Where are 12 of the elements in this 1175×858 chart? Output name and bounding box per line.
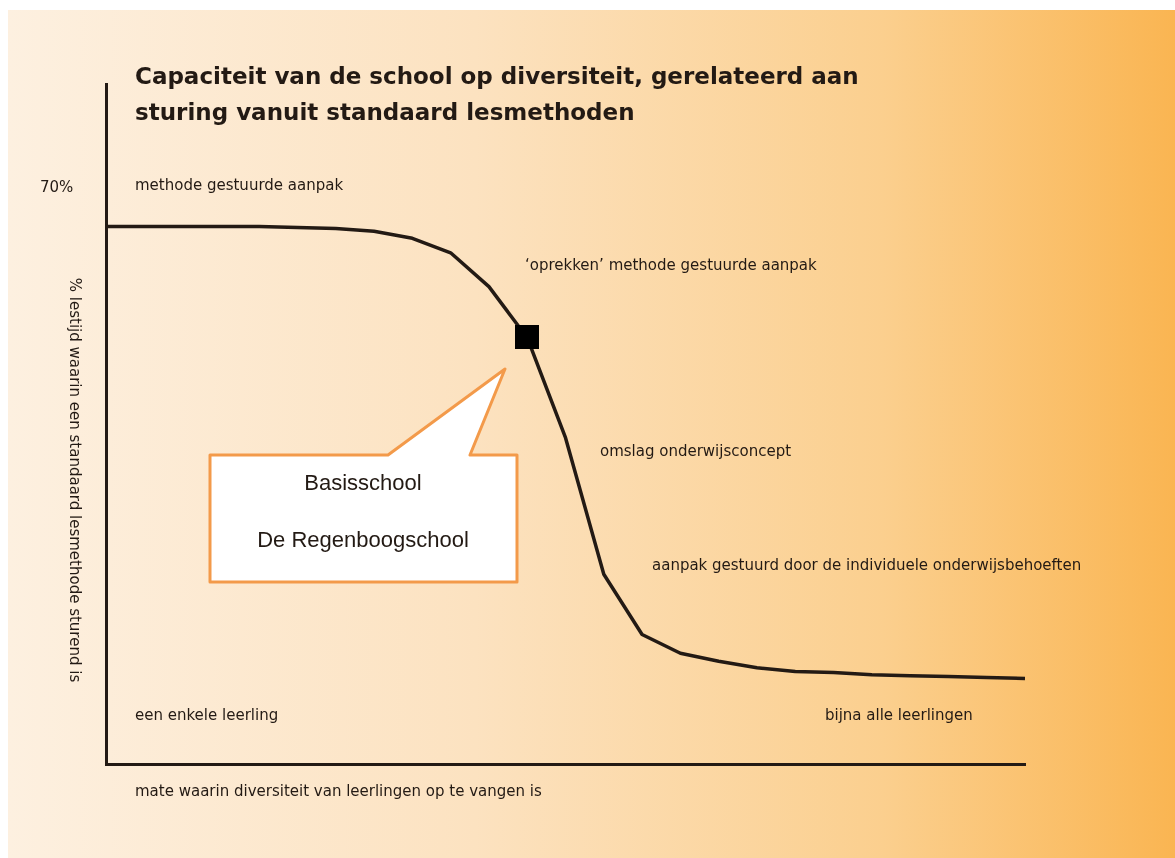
annotation: aanpak gestuurd door de individuele onderwijsbehoeften [652,556,1082,574]
text: methode gestuurde aanpak [135,176,344,194]
annotation: De Regenboogschool [257,527,469,553]
annotation: ‘oprekken’ methode gestuurde aanpak [525,256,817,274]
annotation: omslag onderwijsconcept [600,442,792,460]
y-axis-title: % lestijd waarin een standaard lesmethode sturend is [66,277,84,683]
chart-title: Capaciteit van de school op diversiteit, gerelateerd aan sturing vanuit standaard lesmethoden [135,62,860,127]
text: 70% [40,178,74,196]
annotation: een enkele leerling [135,706,279,724]
annotation: bijna alle leerlingen [825,706,973,724]
annotation: Basisschool [304,470,422,496]
x-axis-title: mate waarin diversiteit van leerlingen op te vangen is [135,782,542,800]
